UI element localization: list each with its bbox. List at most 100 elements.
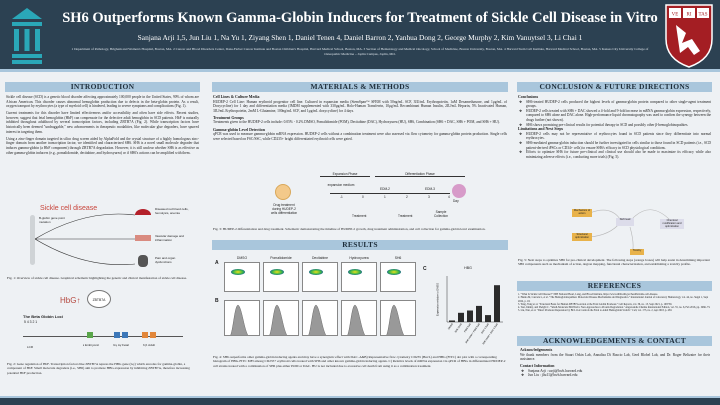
poster-title: SH6 Outperforms Known Gamma-Globin Induc… — [62, 10, 658, 26]
shield-text: TAS — [698, 13, 707, 18]
intro-paragraph: Current treatments for this disorder hav… — [6, 111, 199, 134]
shield-text: VE — [672, 13, 679, 18]
expansion-phase-label: Expansion Phase — [320, 172, 370, 177]
reference-item: 5. Liu, Nan, et al. "Direct Promoter Rep… — [518, 309, 673, 313]
affiliations: 1 Department of Pathology, Brigham and W… — [71, 47, 649, 56]
panel-a-label: A — [215, 260, 219, 266]
fig2-caption: Fig. 2: Gene regulation of HbF. Transcri… — [7, 362, 190, 375]
methods-paragraph: Treatments given to the HUDEP-2 cells in… — [213, 120, 500, 125]
flow-dot-plot — [224, 262, 260, 292]
bar-chart-ylabel: Expression relative to DMSO — [436, 282, 440, 317]
bar — [449, 320, 455, 322]
conclusions-subheading: Conclusions — [518, 95, 539, 99]
figure-2: HbG↑ ZBTB7A The Beta Globin Loci 5 4 3 2… — [20, 290, 185, 358]
figure-4: A B DMSO Pomalidomide Decitabine Hydroxyure… — [213, 256, 508, 352]
bar-label: SH6 10nM + DAC 0.5uM — [482, 323, 499, 346]
sh6-lead-box: SH6 lead — [616, 218, 634, 226]
day-label: Day — [453, 199, 459, 203]
flow-group-label: DMSO — [236, 256, 248, 260]
intro-paragraph: Sickle cell disease (SCD) is a genetic b… — [6, 95, 199, 109]
fig4-caption: Fig. 4: SH6 outperforms other gamma-glob… — [213, 355, 506, 368]
flow-dot-plot — [302, 262, 338, 292]
gene-agamma — [122, 332, 128, 338]
fig2-hbg-label: HbG↑ — [60, 296, 81, 305]
conclusion-text: Conclusions SH6-treated HUDEP-2 cells pr… — [518, 95, 711, 159]
limitation-bullet: HUDEP-2 cells may not be representative … — [518, 132, 711, 141]
next-step-box: Mechanism of action — [572, 209, 592, 217]
fig1-arrows — [35, 213, 136, 265]
fig2-dna-line — [23, 336, 183, 337]
timeline-tick: 2 — [406, 195, 408, 199]
methods-text: Cell Lines & Culture Media HUDEP-2 Cell … — [213, 95, 507, 144]
fig1-gene-label: B-globin gene point mutation — [39, 216, 65, 224]
sickle-cell-icon — [135, 209, 151, 215]
figure-5: Mechanism of action Structural optimizat… — [570, 205, 700, 255]
bar-label: POM 5uM — [464, 323, 472, 333]
drug-treatment-label: Drug treatment during HUDEP-2 cells diff… — [270, 203, 298, 215]
vessel-icon — [135, 235, 151, 241]
reference-item: 4. Tsai, Jimmy, and Dwight C. "Small-Mol… — [518, 306, 711, 310]
figure-1: Sickle cell disease B-globin gene point … — [25, 205, 189, 271]
methods-subheading: Cell Lines & Culture Media — [213, 95, 260, 99]
results-heading: RESULTS — [212, 240, 508, 250]
flow-dot-plot — [263, 262, 299, 292]
methods-paragraph: HUDEP-2 Cell Line: Human erythroid proge… — [213, 99, 507, 113]
flow-dot-plot — [380, 262, 416, 292]
methods-subheading: Treatment Groups — [213, 115, 244, 120]
timeline-tick: 0 — [362, 195, 364, 199]
next-step-box: Toxicity — [630, 249, 644, 255]
fig3-caption: Fig. 3: HUDEP-2 differentiation and drug… — [213, 227, 486, 231]
fig2-lcr-label: LCR — [27, 345, 34, 349]
conclusion-bullet: HUDEP-2 cells treated with SH6 + DAC sho… — [518, 109, 711, 123]
ack-paragraph: We thank members from the Stuart Orkin L… — [520, 352, 710, 362]
pain-person-icon — [138, 255, 148, 267]
contact-subheading: Contact Information — [520, 364, 555, 369]
flow-histogram — [224, 300, 260, 336]
gene-epsilon — [87, 332, 93, 338]
reference-item: 1. "What Is Sickle Cell Disease?" NIH Na… — [518, 293, 658, 296]
contact-item: Sanjana Arji : sarji@bwh.harvard.edu — [520, 369, 710, 374]
methods-paragraph: qPCR was used to measure gamma-globin mR… — [213, 132, 507, 141]
intro-text: Sickle cell disease (SCD) is a genetic b… — [6, 95, 199, 158]
timeline-axis — [330, 193, 450, 194]
sample-collection-label: Sample Collection — [434, 210, 448, 218]
fig2-adult-label: δ β Adult — [143, 343, 155, 347]
reference-item: 3. Yang, Yang et al. "Structural Basis f… — [518, 302, 673, 306]
bar-label: DMSO — [448, 323, 454, 330]
optimization-box: Chemical modification and optimization — [660, 219, 684, 229]
edm2-label: EDM-2 — [380, 187, 390, 191]
ack-heading: ACKNOWLEDGEMENTS & CONTACT — [517, 336, 712, 346]
references-heading: REFERENCES — [517, 281, 712, 291]
bar-label: DAC 0.5uM — [481, 323, 490, 335]
differentiation-phase-label: Differentiation Phase — [375, 172, 465, 177]
flow-histogram — [341, 300, 377, 336]
timeline-tick: 4 — [448, 195, 450, 199]
methods-subheading: Gamma-globin Level Detection — [213, 127, 265, 132]
ack-text: Acknowledgements We thank members from t… — [520, 348, 710, 378]
gene-delta — [142, 332, 148, 338]
contact-item: Jun Liu : jliu11@bwh.harvard.edu — [520, 373, 710, 378]
flow-group-label: Pomalidomide — [270, 256, 292, 260]
limitation-bullet: Efforts to optimize SH6 for future pre-c… — [518, 150, 711, 159]
panel-b-label: B — [215, 298, 219, 304]
author-list: Sanjana Arji 1,5, Jun Liu 1, Na Yu 1, Zi… — [137, 33, 583, 42]
fig2-locus-title: The Beta Globin Loci — [23, 314, 64, 319]
poster-footer — [0, 396, 720, 405]
harvard-shield-icon: VE RI TAS — [665, 4, 713, 68]
flow-histogram — [380, 300, 416, 336]
fig1-outcome: Diseased red blood cells, hemolysis, ane… — [155, 207, 189, 215]
limitation-bullet: SH6-mediated gamma-globin induction shou… — [518, 141, 711, 150]
conclusion-bullet: SH6 shows promising pre-clinical results… — [518, 123, 711, 128]
bar — [485, 315, 491, 322]
bar-chart-title: HBG — [464, 266, 472, 270]
bar — [458, 312, 464, 322]
figure-3-timeline: Expansion Phase Differentiation Phase ex… — [270, 170, 470, 226]
flow-group-label: SH6 — [394, 256, 402, 260]
bar-label: SH6 10nM — [455, 323, 463, 333]
erythrocyte-icon — [452, 184, 466, 198]
poster-header: SH6 Outperforms Known Gamma-Globin Induc… — [0, 0, 720, 72]
flow-histogram — [263, 300, 299, 336]
childrens-hospital-logo-icon — [12, 8, 42, 64]
timeline-tick: -1 — [340, 195, 343, 199]
